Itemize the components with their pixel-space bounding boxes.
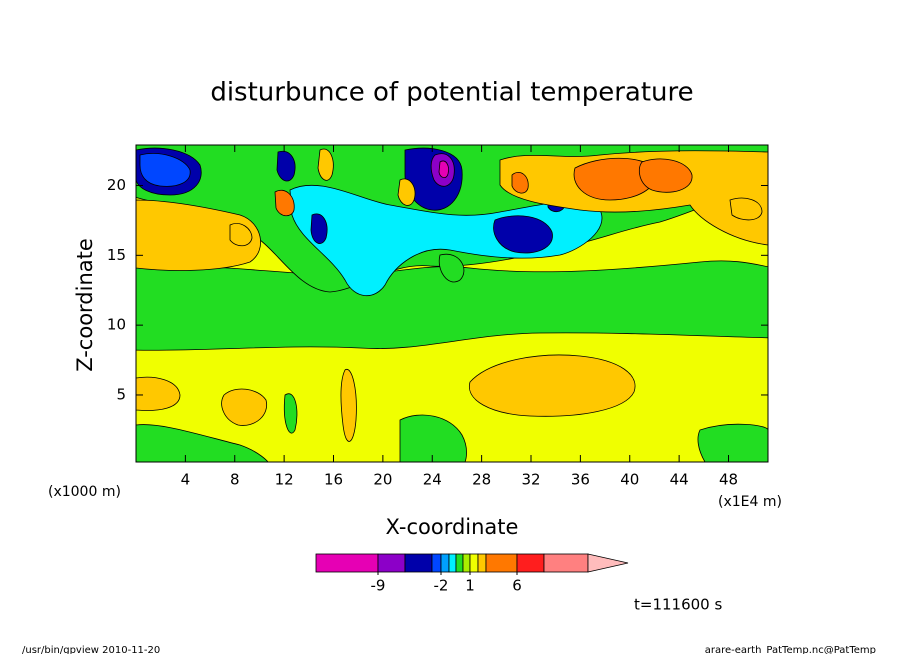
x-tick-label: 24 [423,471,442,489]
x-tick-label: 4 [181,471,191,489]
colorbar-box [440,553,450,573]
colorbar-label: 1 [465,577,475,595]
footer-left: /usr/bin/gpview 2010-11-20 [22,645,160,654]
colorbar-box [485,553,518,573]
y-tick-label: 15 [107,246,126,264]
colorbar-label: 6 [512,577,522,595]
colorbar-box [462,553,471,573]
colorbar-label: -2 [434,577,449,595]
colorbar-box [315,553,379,573]
x-unit-left: (x1000 m) [48,484,121,500]
footer-right: arare-earth_PatTemp.nc@PatTemp [705,645,876,654]
x-tick-label: 20 [373,471,392,489]
chart-title: disturbunce of potential temperature [210,78,693,108]
colorbar-box [448,553,457,573]
colorbar-box [377,553,406,573]
x-tick-label: 28 [472,471,491,489]
x-tick-label: 16 [324,471,343,489]
x-unit-right: (x1E4 m) [718,494,782,510]
y-tick-label: 5 [116,385,126,403]
x-axis-label: X-coordinate [386,515,519,539]
x-tick-label: 48 [719,471,738,489]
x-tick-label: 8 [230,471,240,489]
y-tick-label: 10 [107,316,126,334]
colorbar-box [543,553,589,573]
colorbar-extend [587,553,629,573]
time-annotation: t=111600 s [634,596,722,614]
colorbar-box [516,553,545,573]
colorbar-box [469,553,479,573]
y-axis-label: Z-coordinate [73,238,97,372]
x-tick-label: 44 [670,471,689,489]
x-tick-label: 40 [620,471,639,489]
contour-field [136,145,768,462]
x-tick-label: 12 [275,471,294,489]
x-tick-label: 32 [521,471,540,489]
colorbar-box [455,553,464,573]
y-tick-label: 20 [107,176,126,194]
colorbar-box [404,553,433,573]
colorbar-box [431,553,442,573]
colorbar-box [477,553,487,573]
colorbar-label: -9 [371,577,386,595]
plot-frame [135,144,769,463]
x-tick-label: 36 [571,471,590,489]
